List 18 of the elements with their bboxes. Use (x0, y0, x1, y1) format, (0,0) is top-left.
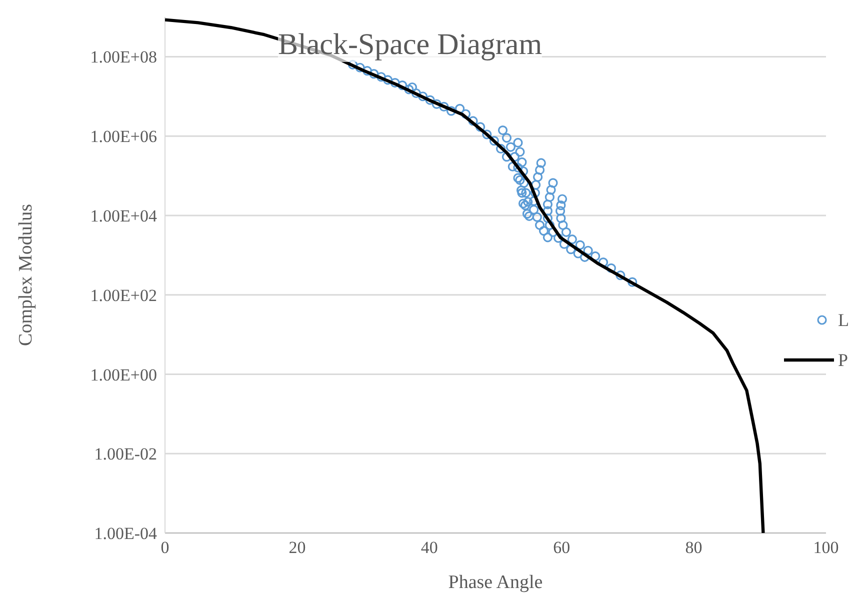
x-tick-label: 40 (420, 538, 438, 558)
legend-label: P (838, 350, 848, 370)
y-tick-label: 1.00E+02 (90, 286, 157, 305)
y-tick-label: 1.00E+08 (90, 48, 157, 67)
y-tick-label: 1.00E+04 (90, 206, 158, 226)
legend-label: L (838, 310, 849, 330)
y-tick-label: 1.00E+06 (90, 127, 157, 146)
y-tick-label: 1.00E+00 (90, 365, 157, 384)
x-tick-label: 0 (160, 538, 170, 558)
x-tick-label: 80 (685, 538, 702, 558)
chart-title: Black-Space Diagram (278, 28, 542, 62)
y-tick-label: 1.00E-02 (94, 444, 157, 464)
x-tick-label: 60 (553, 538, 570, 558)
y-tick-label: 1.00E-04 (94, 524, 158, 544)
x-axis-title: Phase Angle (448, 572, 543, 593)
x-tick-label: 100 (813, 538, 839, 558)
y-axis-title: Complex Modulus (16, 204, 37, 346)
x-tick-label: 20 (288, 538, 306, 558)
